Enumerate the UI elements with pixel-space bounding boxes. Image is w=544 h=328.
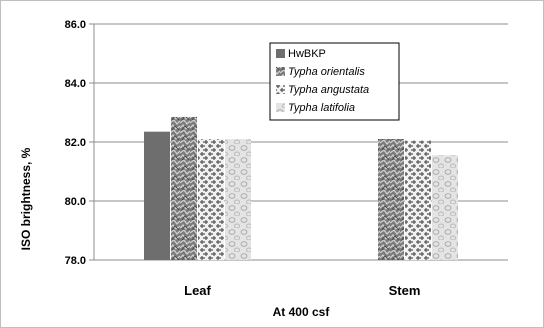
x-axis-title: At 400 csf bbox=[273, 305, 331, 319]
y-tick-label: 82.0 bbox=[65, 137, 86, 149]
bar-stem-typha-angustata bbox=[405, 140, 431, 260]
legend-swatch bbox=[276, 85, 285, 94]
legend-swatch bbox=[276, 49, 285, 58]
bar-stem-typha-latifolia bbox=[432, 155, 458, 260]
bar-leaf-hwbkp bbox=[144, 131, 170, 260]
legend-swatch bbox=[276, 103, 285, 112]
y-tick-label: 84.0 bbox=[65, 78, 86, 90]
x-category-label: Stem bbox=[389, 283, 421, 298]
legend-label: Typha orientalis bbox=[288, 66, 365, 78]
legend-label: Typha angustata bbox=[288, 84, 369, 96]
y-tick-label: 80.0 bbox=[65, 196, 86, 208]
legend-swatch bbox=[276, 67, 285, 76]
y-tick-label: 86.0 bbox=[65, 19, 86, 31]
y-axis-title: ISO brightness, % bbox=[19, 147, 33, 250]
legend: HwBKP Typha orientalis Typha angustata Typh… bbox=[269, 42, 400, 121]
bar-stem-typha-orientalis bbox=[378, 139, 404, 260]
y-tick-label: 78.0 bbox=[65, 255, 86, 267]
legend-label: HwBKP bbox=[288, 48, 326, 60]
legend-box bbox=[269, 42, 400, 121]
x-category-label: Leaf bbox=[184, 283, 211, 298]
bar-leaf-typha-latifolia bbox=[225, 139, 251, 260]
bar-leaf-typha-angustata bbox=[198, 139, 224, 260]
legend-label: Typha latifolia bbox=[288, 102, 355, 114]
bar-leaf-typha-orientalis bbox=[171, 116, 197, 260]
